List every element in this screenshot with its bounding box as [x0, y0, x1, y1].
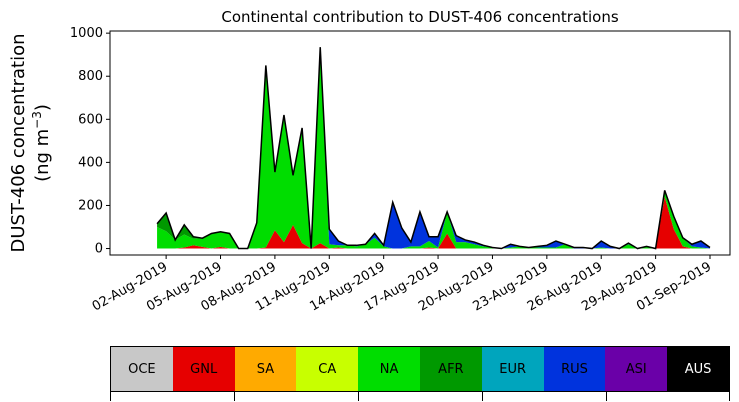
legend-tick [482, 392, 483, 401]
y-tick-label: 600 [78, 112, 103, 127]
x-axis: 02-Aug-201905-Aug-201908-Aug-201911-Aug-… [90, 255, 714, 315]
y-axis-unit-exponent: −3 [30, 111, 44, 129]
y-axis-unit-label: (ng m−3) [30, 104, 53, 182]
source-legend-bar: OCE GNL SA CA NA AFR EUR RUS ASI AUS [110, 346, 730, 392]
legend-aus: AUS [667, 347, 729, 391]
legend-rus: RUS [543, 347, 606, 391]
y-axis-label: DUST-406 concentration [8, 33, 29, 252]
legend-sa: SA [234, 347, 297, 391]
y-tick-label: 200 [78, 198, 103, 213]
y-axis-unit-text: (ng m [32, 129, 53, 182]
legend-tick [234, 392, 235, 401]
area-afr [157, 47, 710, 249]
y-tick-label: 400 [78, 155, 103, 170]
y-tick-label: 800 [78, 69, 103, 84]
legend-tick [358, 392, 359, 401]
y-axis-unit-close: ) [32, 104, 53, 111]
legend-asi: ASI [605, 347, 668, 391]
legend-tick [110, 392, 111, 401]
legend-gnl: GNL [172, 347, 235, 391]
legend-oce: OCE [111, 347, 173, 391]
legend-afr: AFR [419, 347, 482, 391]
legend-ca: CA [296, 347, 359, 391]
legend-tick [729, 392, 730, 401]
plot-frame [109, 30, 731, 256]
y-axis: 0 200 400 600 800 1000 [70, 26, 110, 257]
legend-ticks [110, 392, 730, 402]
area-rus [157, 47, 710, 249]
total-outline [156, 47, 711, 250]
area-gnl [157, 196, 710, 249]
chart-title: Continental contribution to DUST-406 con… [221, 8, 618, 26]
y-tick-label: 1000 [70, 26, 103, 41]
area-na [157, 47, 710, 249]
legend-tick [606, 392, 607, 401]
dust-area-chart: Continental contribution to DUST-406 con… [8, 8, 731, 315]
legend-na: NA [358, 347, 420, 391]
legend-eur: EUR [481, 347, 544, 391]
area-layers [156, 47, 711, 250]
y-tick-label: 0 [95, 242, 103, 257]
